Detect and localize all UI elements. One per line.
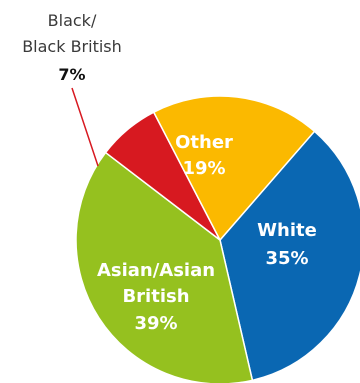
slice-value-other: 19%: [182, 158, 225, 179]
slice-label-black-line2: Black British: [22, 37, 122, 56]
slice-value-white: 35%: [265, 248, 308, 269]
leader-line-black: [71, 87, 99, 167]
pie-slices: [75, 95, 360, 383]
slice-label-asian-line2: British: [122, 286, 189, 307]
pie-slice-other: [152, 95, 316, 242]
pie-slice-asian-asian-british: [75, 151, 254, 383]
slice-value-asian: 39%: [134, 313, 177, 334]
slice-label-other: Other: [175, 132, 233, 153]
slice-label-white: White: [257, 220, 317, 241]
slice-label-asian-line1: Asian/Asian: [97, 260, 215, 281]
pie-labels: White 35% Asian/Asian British 39% Other …: [22, 11, 317, 334]
slice-label-black-line1: Black/: [48, 11, 97, 30]
slice-value-black: 7%: [58, 65, 85, 84]
